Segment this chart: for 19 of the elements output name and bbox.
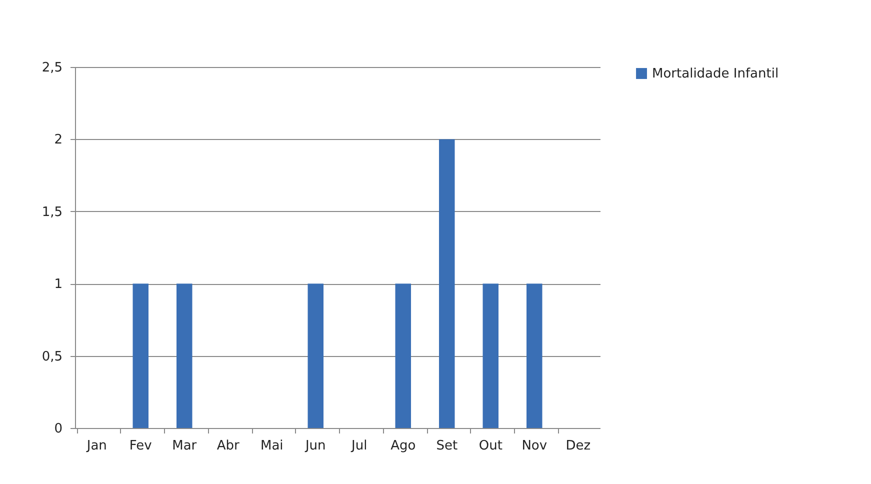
y-tick-label: 1,5 (42, 204, 62, 220)
y-tick-label: 0,5 (42, 349, 62, 364)
x-tick-label: Fev (129, 438, 152, 454)
legend-label: Mortalidade Infantil (652, 66, 779, 82)
y-tick-label: 2 (54, 132, 62, 148)
x-tick-label: Jun (304, 438, 326, 454)
x-tick-label: Mar (172, 438, 198, 454)
x-tick-label: Mai (260, 438, 284, 454)
x-tick-label: Abr (216, 438, 240, 454)
x-tick-label: Ago (390, 438, 416, 454)
x-tick-label: Out (478, 438, 502, 454)
x-tick-label: Dez (566, 438, 591, 454)
x-tick-label: Nov (522, 438, 548, 454)
y-tick-label: 1 (54, 277, 62, 292)
y-tick-label: 0 (54, 422, 62, 436)
x-tick-label: Jan (86, 438, 107, 454)
y-tick-label: 2,5 (42, 60, 62, 76)
x-tick-label: Set (436, 438, 458, 454)
x-tick-label: Jul (350, 438, 368, 454)
